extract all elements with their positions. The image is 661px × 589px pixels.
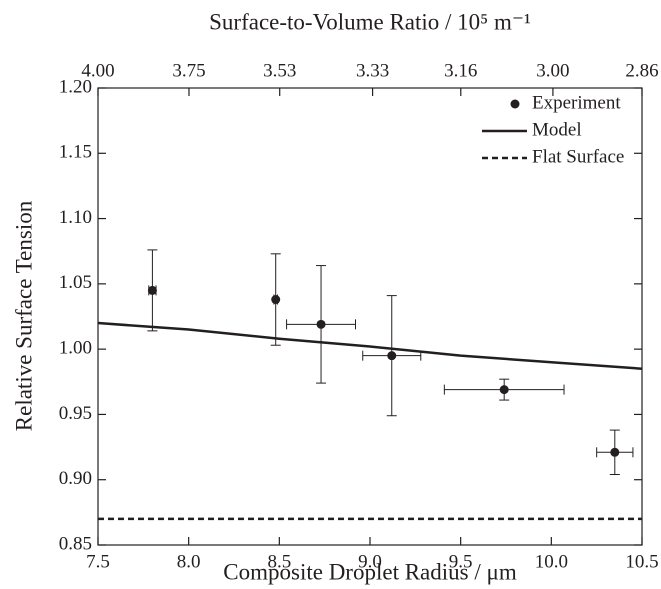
x-tick-label: 9.5	[449, 551, 473, 572]
x2-tick-label: 3.00	[536, 60, 569, 81]
x-tick-label: 8.0	[177, 551, 201, 572]
point	[147, 285, 157, 295]
y-tick-label: 0.95	[59, 403, 92, 424]
y-tick-label: 1.10	[59, 207, 92, 228]
y-tick-label: 1.00	[59, 338, 92, 359]
legend-label: Model	[532, 119, 582, 140]
point	[271, 295, 281, 305]
y-axis-title: Relative Surface Tension	[11, 200, 36, 431]
x-axis-title: Composite Droplet Radius / μm	[223, 559, 517, 584]
y-tick-label: 1.20	[59, 76, 92, 97]
x2-tick-label: 3.16	[444, 60, 477, 81]
y-tick-label: 0.90	[59, 468, 92, 489]
point	[499, 385, 509, 395]
y-tick-label: 1.05	[59, 272, 92, 293]
x2-axis-title: Surface-to-Volume Ratio / 10⁵ m⁻¹	[209, 9, 531, 34]
x-tick-label: 7.5	[86, 551, 110, 572]
x-tick-label: 9.0	[358, 551, 382, 572]
x2-tick-label: 4.00	[81, 60, 114, 81]
legend-label: Flat Surface	[532, 146, 624, 167]
x2-tick-label: 3.75	[172, 60, 205, 81]
x2-tick-label: 3.33	[356, 60, 389, 81]
point	[610, 447, 620, 457]
legend-marker	[510, 99, 520, 109]
x2-tick-label: 2.86	[625, 60, 658, 81]
y-tick-label: 0.85	[59, 533, 92, 554]
x2-tick-label: 3.53	[263, 60, 296, 81]
y-tick-label: 1.15	[59, 142, 92, 163]
point	[316, 319, 326, 329]
legend-label: Experiment	[532, 92, 621, 113]
x-tick-label: 8.5	[267, 551, 291, 572]
x-tick-label: 10.0	[535, 551, 568, 572]
point	[387, 351, 397, 361]
x-tick-label: 10.5	[625, 551, 658, 572]
line	[97, 321, 643, 370]
